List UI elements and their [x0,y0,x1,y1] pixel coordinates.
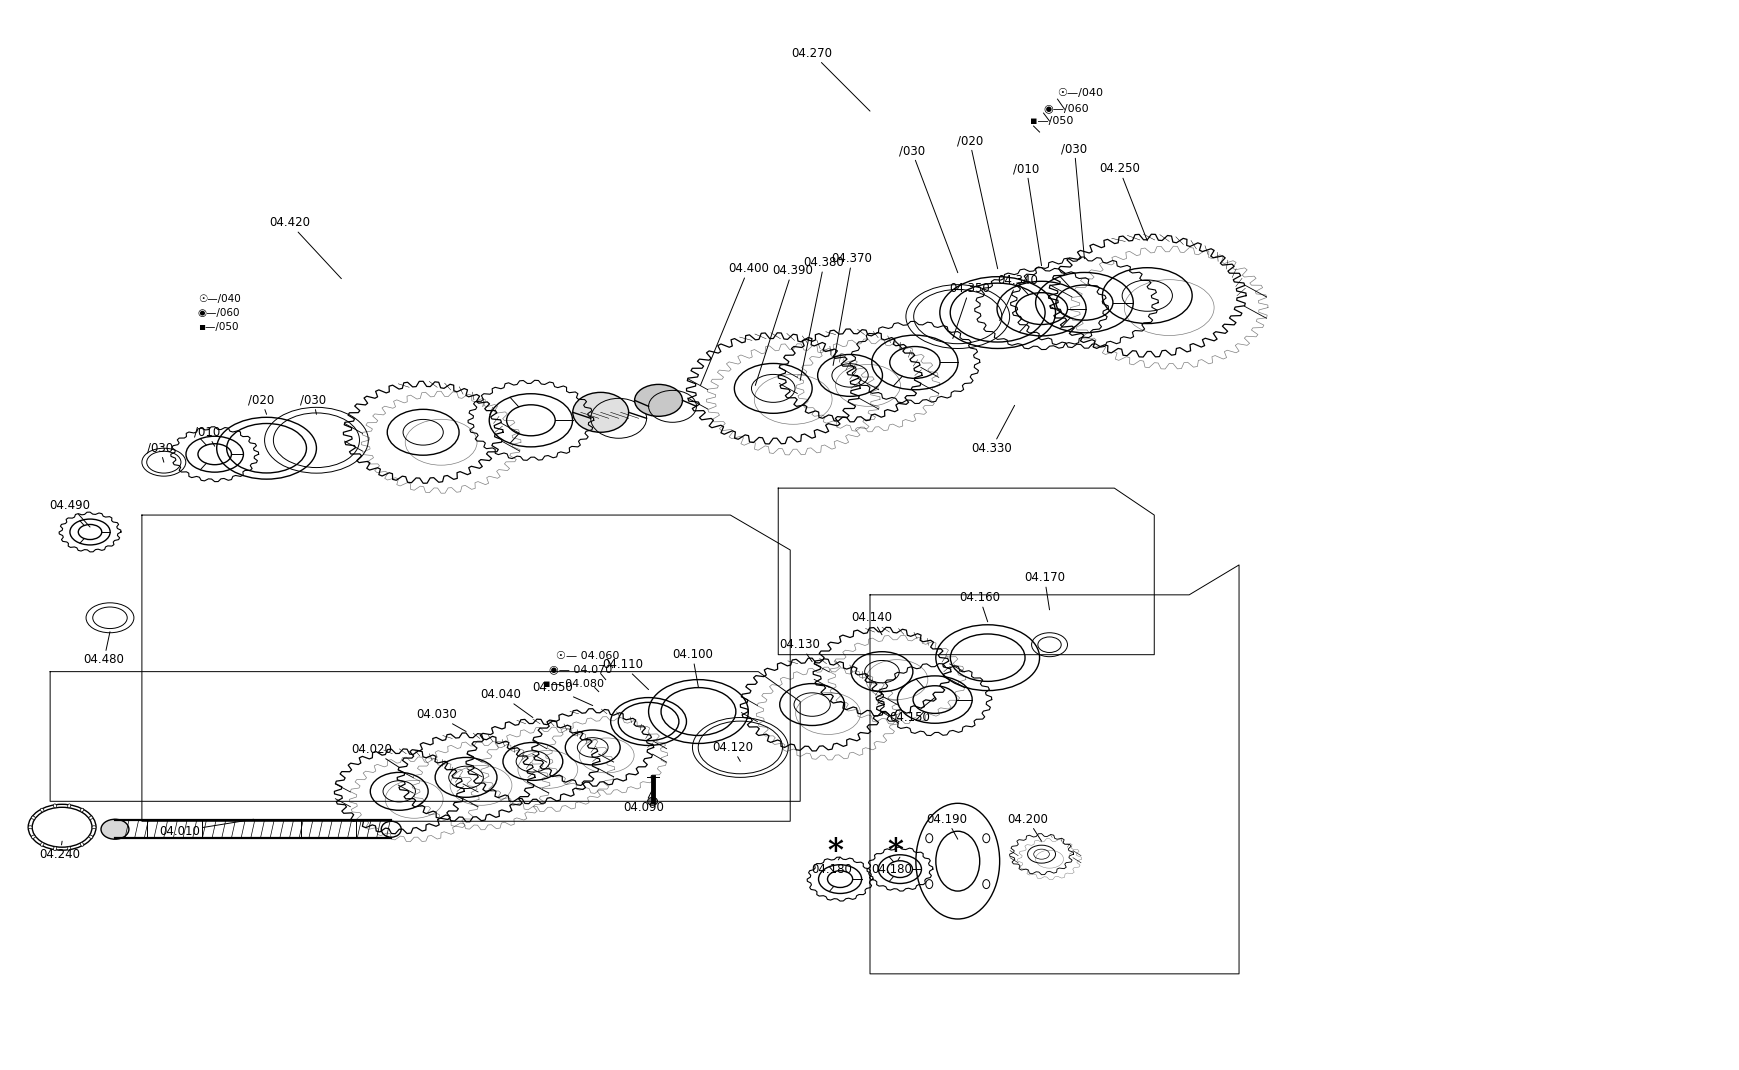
Text: 04.180: 04.180 [871,857,911,875]
Ellipse shape [89,816,92,820]
Text: /030: /030 [146,442,172,462]
Text: 04.390: 04.390 [755,264,812,385]
Text: 04.130: 04.130 [779,638,821,661]
Text: /030: /030 [899,144,956,273]
Ellipse shape [92,826,96,829]
Text: 04.330: 04.330 [970,406,1014,455]
Ellipse shape [28,826,31,829]
Text: 04.180: 04.180 [810,857,852,875]
Text: 04.480: 04.480 [83,631,125,667]
Ellipse shape [54,846,56,851]
Text: 04.190: 04.190 [925,813,967,839]
Text: 04.370: 04.370 [831,253,871,366]
Text: 04.010: 04.010 [160,820,254,838]
Text: 04.030: 04.030 [416,708,466,732]
Text: *: * [887,836,903,867]
Text: ▪— 04.080: ▪— 04.080 [543,678,603,689]
Text: 04.380: 04.380 [800,256,843,381]
Text: 04.200: 04.200 [1007,813,1047,841]
Text: 04.110: 04.110 [602,658,649,689]
Text: ◉—/060: ◉—/060 [198,307,240,318]
Text: 04.170: 04.170 [1024,571,1064,610]
Ellipse shape [572,393,628,432]
Text: ▪—/050: ▪—/050 [1029,116,1073,126]
Text: 04.240: 04.240 [40,841,80,860]
Ellipse shape [68,804,71,808]
Text: ☉—/040: ☉—/040 [198,293,240,304]
Text: 04.090: 04.090 [623,790,664,814]
Text: /010: /010 [193,426,219,446]
Text: 04.150: 04.150 [889,698,934,724]
Text: 04.350: 04.350 [949,282,989,338]
Ellipse shape [635,384,682,416]
Text: 04.400: 04.400 [701,262,769,385]
Ellipse shape [31,816,35,820]
Text: 04.140: 04.140 [850,611,892,635]
Ellipse shape [31,836,35,839]
Text: /030: /030 [301,394,327,414]
Text: ☉— 04.060: ☉— 04.060 [555,651,619,660]
Text: /030: /030 [1061,142,1087,259]
Text: 04.020: 04.020 [351,743,398,767]
Text: *: * [826,836,843,867]
Ellipse shape [80,808,83,812]
Text: 04.120: 04.120 [711,740,753,762]
Ellipse shape [54,804,56,808]
Ellipse shape [89,836,92,839]
Text: /020: /020 [956,135,996,269]
Text: 04.160: 04.160 [958,592,1000,622]
Text: /010: /010 [1012,163,1042,265]
Text: 04.250: 04.250 [1099,163,1146,241]
Ellipse shape [40,842,43,846]
Text: 04.270: 04.270 [791,47,870,111]
Text: ☉—/040: ☉—/040 [1057,88,1103,98]
Ellipse shape [647,797,657,806]
Ellipse shape [40,808,43,812]
Ellipse shape [101,820,129,839]
Ellipse shape [68,846,71,851]
Text: 04.420: 04.420 [270,216,341,278]
Text: 04.050: 04.050 [532,682,593,705]
Text: 04.340: 04.340 [996,274,1038,321]
Text: 04.490: 04.490 [49,499,90,528]
Text: /020: /020 [249,394,275,414]
Text: 04.040: 04.040 [480,688,532,718]
Text: ◉—/060: ◉—/060 [1043,103,1089,113]
Ellipse shape [80,842,83,846]
Text: 04.100: 04.100 [671,648,713,688]
Text: ▪—/050: ▪—/050 [198,322,238,332]
Text: ◉— 04.070: ◉— 04.070 [548,664,612,675]
